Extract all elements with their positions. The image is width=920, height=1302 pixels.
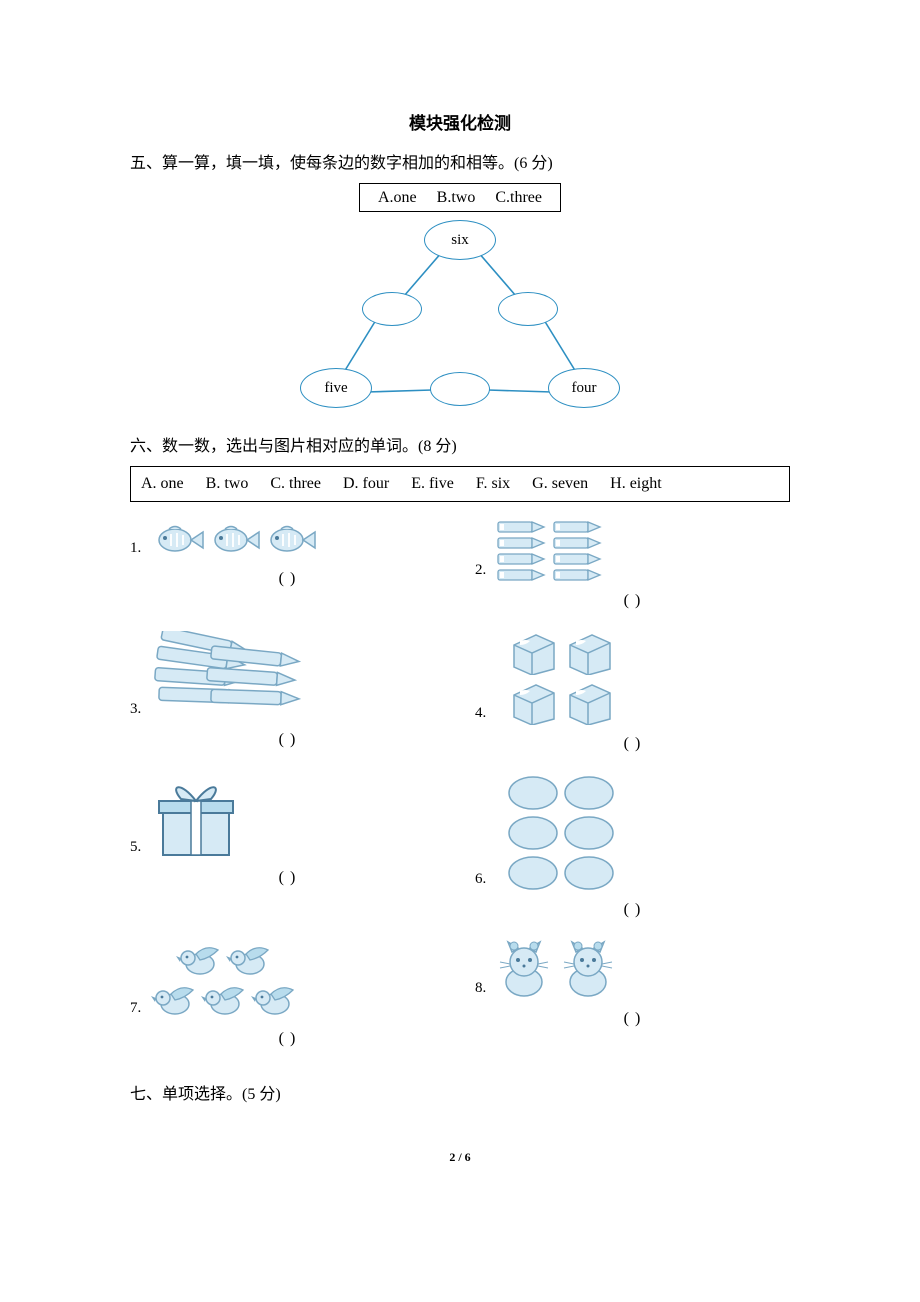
book-icon [496, 631, 626, 725]
answer-blank[interactable]: ( ) [130, 566, 445, 592]
fish-icon [151, 520, 319, 560]
answer-blank[interactable]: ( ) [130, 865, 445, 891]
page-title: 模块强化检测 [130, 110, 790, 137]
section6-wordbox: A. one B. two C. three D. four E. five F… [130, 466, 790, 502]
word-a: A. one [141, 471, 184, 497]
item-8-num: 8. [475, 976, 486, 1000]
answer-blank[interactable]: ( ) [130, 727, 445, 753]
crayon-icon [496, 520, 602, 582]
item-2-num: 2. [475, 558, 486, 582]
item-3-num: 3. [130, 697, 141, 721]
item-1: 1. ( ) [130, 520, 445, 614]
item-4-num: 4. [475, 701, 486, 725]
answer-blank[interactable]: ( ) [475, 588, 790, 614]
item-6: 6. ( ) [475, 775, 790, 923]
cat-icon [496, 940, 616, 1000]
word-b: B. two [206, 471, 249, 497]
section6-heading: 六、数一数，选出与图片相对应的单词。(8 分) [130, 434, 790, 460]
item-2: 2. ( ) [475, 520, 790, 614]
word-c: C. three [270, 471, 321, 497]
item-4: 4. ( ) [475, 631, 790, 757]
opt-c: C.three [495, 189, 542, 206]
gift-icon [151, 775, 241, 859]
item-1-num: 1. [130, 536, 141, 560]
item-7-num: 7. [130, 996, 141, 1020]
opt-b: B.two [437, 189, 476, 206]
triangle-diagram: six five four [300, 220, 620, 410]
page-number: 2 / 6 [130, 1148, 790, 1167]
item-7: 7. ( ) [130, 940, 445, 1052]
item-5: 5. ( ) [130, 775, 445, 923]
section6-grid: 1. ( ) 2. [130, 520, 790, 1052]
item-6-num: 6. [475, 867, 486, 891]
item-8: 8. ( ) [475, 940, 790, 1052]
crayon-pile-icon [151, 631, 301, 721]
opt-a: A.one [378, 189, 417, 206]
bird-icon [151, 940, 297, 1020]
answer-blank[interactable]: ( ) [475, 897, 790, 923]
word-e: E. five [411, 471, 454, 497]
ovals-icon [496, 775, 626, 891]
word-f: F. six [476, 471, 510, 497]
section5-options-box: A.one B.two C.three [359, 183, 561, 213]
answer-blank[interactable]: ( ) [475, 731, 790, 757]
section5-heading: 五、算一算，填一填，使每条边的数字相加的和相等。(6 分) [130, 151, 790, 177]
answer-blank[interactable]: ( ) [475, 1006, 790, 1032]
answer-blank[interactable]: ( ) [130, 1026, 445, 1052]
word-h: H. eight [610, 471, 662, 497]
item-3: 3. ( ) [130, 631, 445, 757]
word-d: D. four [343, 471, 389, 497]
section7-heading: 七、单项选择。(5 分) [130, 1082, 790, 1108]
item-5-num: 5. [130, 835, 141, 859]
word-g: G. seven [532, 471, 588, 497]
